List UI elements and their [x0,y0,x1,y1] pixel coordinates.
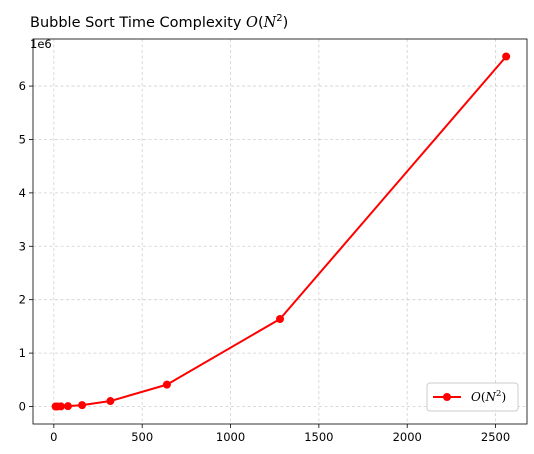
y-tick-label: 5 [19,132,26,146]
data-point [106,397,115,406]
chart-title-math-var: O [246,15,258,31]
data-point [56,402,65,411]
chart-title: Bubble Sort Time Complexity O(N2) [30,13,288,31]
legend-label-var: O [471,390,481,404]
y-tick-label: 2 [19,293,26,307]
x-tick-label: 2500 [481,430,510,444]
chart-title-math-open: ( [258,15,264,31]
y-tick-label: 1 [19,346,26,360]
y-tick-label: 6 [19,79,26,93]
y-tick-label: 3 [19,239,26,253]
x-tick-label: 0 [50,430,57,444]
chart-title-math-exp: 2 [276,13,282,24]
legend-label: O(N2) [471,389,506,404]
legend-frame [426,382,519,412]
grid [33,39,527,424]
data-point [502,52,511,61]
data-point [63,402,72,411]
legend-label-open: ( [481,390,486,404]
data-point [162,380,171,389]
svg-text:Bubble Sort Time Complexity O(: Bubble Sort Time Complexity O(N2) [30,13,288,31]
legend-marker-sample [443,393,451,401]
legend-label-exp: 2 [496,389,501,399]
x-tick-label: 1500 [304,430,333,444]
chart-title-math-base: N [263,15,278,31]
legend-label-base: N [485,390,497,404]
y-tick-label: 0 [19,400,26,414]
series-layer [51,52,511,411]
chart-title-prefix: Bubble Sort Time Complexity [30,15,246,31]
legend: O(N2) [426,382,519,412]
x-tick-label: 2000 [393,430,422,444]
axes: 0 500 1000 1500 2000 2500 0 1 2 3 4 5 6 [19,38,528,444]
x-tick-label: 500 [131,430,153,444]
data-point [78,401,87,410]
x-tick-label: 1000 [216,430,245,444]
y-offset-label: 1e6 [30,37,52,51]
series-line [54,55,508,408]
legend-label-close: ) [501,390,506,404]
plot-frame [32,38,528,425]
data-point [276,315,284,323]
y-tick-label: 4 [19,186,26,200]
chart-title-math-close: ) [283,15,289,31]
